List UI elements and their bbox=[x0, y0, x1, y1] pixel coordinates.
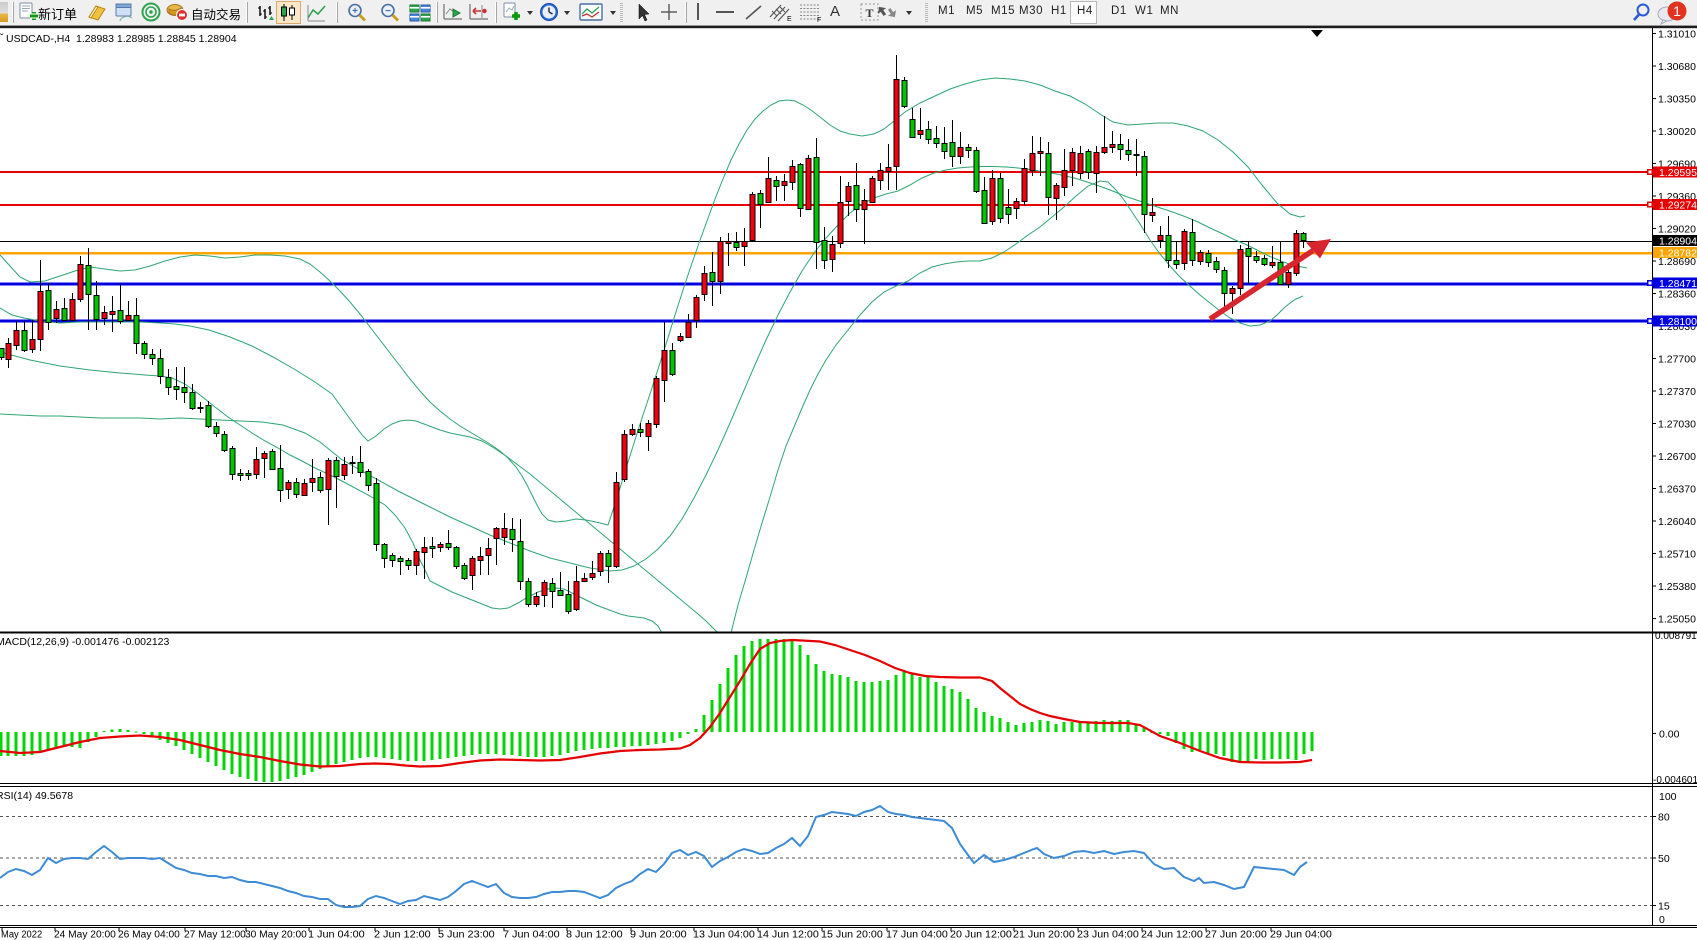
svg-text:USDCAD-,H4 1.28983 1.28985 1.: USDCAD-,H4 1.28983 1.28985 1.28845 1.289… bbox=[6, 33, 237, 45]
svg-text:24 Jun 12:00: 24 Jun 12:00 bbox=[1141, 930, 1203, 940]
svg-text:0.00: 0.00 bbox=[1659, 729, 1680, 741]
svg-text:100: 100 bbox=[1659, 791, 1677, 803]
svg-text:1.27370: 1.27370 bbox=[1658, 386, 1696, 398]
svg-text:1.30680: 1.30680 bbox=[1658, 61, 1696, 73]
svg-text:24 May 20:00: 24 May 20:00 bbox=[54, 930, 116, 940]
svg-text:27 May 12:00: 27 May 12:00 bbox=[184, 930, 246, 940]
svg-text:1.25050: 1.25050 bbox=[1658, 614, 1696, 626]
svg-text:1.28690: 1.28690 bbox=[1658, 256, 1696, 268]
svg-text:1.27030: 1.27030 bbox=[1658, 419, 1696, 431]
svg-text:MACD(12,26,9) -0.001476 -0.002: MACD(12,26,9) -0.001476 -0.002123 bbox=[0, 636, 170, 648]
svg-text:14 Jun 12:00: 14 Jun 12:00 bbox=[757, 930, 819, 940]
svg-text:−: − bbox=[385, 6, 391, 17]
svg-text:May 2022: May 2022 bbox=[1, 930, 43, 940]
svg-text:RSI(14) 49.5678: RSI(14) 49.5678 bbox=[0, 790, 73, 802]
svg-text:1.29274: 1.29274 bbox=[1659, 200, 1697, 212]
svg-text:1.30020: 1.30020 bbox=[1658, 126, 1696, 138]
svg-text:ˇ: ˇ bbox=[0, 32, 4, 44]
svg-text:1.29020: 1.29020 bbox=[1658, 224, 1696, 236]
svg-text:15: 15 bbox=[1658, 901, 1670, 913]
svg-text:5 Jun 23:00: 5 Jun 23:00 bbox=[438, 930, 495, 940]
svg-text:8 Jun 12:00: 8 Jun 12:00 bbox=[566, 930, 623, 940]
svg-text:1.25710: 1.25710 bbox=[1658, 549, 1696, 561]
svg-text:1.28360: 1.28360 bbox=[1658, 289, 1696, 301]
svg-text:1.30350: 1.30350 bbox=[1658, 94, 1696, 106]
svg-text:27 Jun 20:00: 27 Jun 20:00 bbox=[1205, 930, 1267, 940]
svg-text:1.28904: 1.28904 bbox=[1659, 236, 1697, 248]
svg-text:1.27700: 1.27700 bbox=[1658, 354, 1696, 366]
svg-text:20 Jun 12:00: 20 Jun 12:00 bbox=[950, 930, 1012, 940]
svg-text:1.28782: 1.28782 bbox=[1659, 248, 1697, 260]
svg-text:9 Jun 20:00: 9 Jun 20:00 bbox=[630, 930, 687, 940]
svg-text:T: T bbox=[865, 6, 873, 20]
svg-text:1.29595: 1.29595 bbox=[1659, 167, 1697, 179]
svg-text:23 Jun 04:00: 23 Jun 04:00 bbox=[1077, 930, 1139, 940]
svg-text:50: 50 bbox=[1658, 853, 1670, 865]
svg-text:15 Jun 20:00: 15 Jun 20:00 bbox=[821, 930, 883, 940]
svg-text:21 Jun 20:00: 21 Jun 20:00 bbox=[1013, 930, 1075, 940]
svg-text:1.25380: 1.25380 bbox=[1658, 581, 1696, 593]
svg-text:2 Jun 12:00: 2 Jun 12:00 bbox=[374, 930, 431, 940]
svg-text:30 May 20:00: 30 May 20:00 bbox=[245, 930, 307, 940]
svg-text:29 Jun 04:00: 29 Jun 04:00 bbox=[1270, 930, 1332, 940]
svg-text:1: 1 bbox=[1673, 3, 1681, 19]
svg-text:1.28100: 1.28100 bbox=[1659, 316, 1697, 328]
svg-text:0: 0 bbox=[1659, 914, 1665, 926]
svg-text:7 Jun 04:00: 7 Jun 04:00 bbox=[503, 930, 560, 940]
svg-text:+: + bbox=[352, 6, 358, 17]
svg-text:17 Jun 04:00: 17 Jun 04:00 bbox=[886, 930, 948, 940]
svg-text:13 Jun 04:00: 13 Jun 04:00 bbox=[693, 930, 755, 940]
svg-text:E: E bbox=[787, 16, 792, 23]
svg-text:1.26700: 1.26700 bbox=[1658, 451, 1696, 463]
svg-text:1.26370: 1.26370 bbox=[1658, 484, 1696, 496]
svg-text:26 May 04:00: 26 May 04:00 bbox=[118, 930, 180, 940]
svg-text:1.26040: 1.26040 bbox=[1658, 516, 1696, 528]
svg-text:1 Jun 04:00: 1 Jun 04:00 bbox=[308, 930, 365, 940]
svg-text:-0.004601: -0.004601 bbox=[1653, 775, 1697, 786]
svg-text:80: 80 bbox=[1658, 812, 1670, 824]
svg-text:1.28471: 1.28471 bbox=[1659, 278, 1697, 290]
svg-text:F: F bbox=[817, 17, 821, 23]
svg-text:1.31010: 1.31010 bbox=[1658, 29, 1696, 41]
svg-text:0.008791: 0.008791 bbox=[1655, 631, 1697, 642]
